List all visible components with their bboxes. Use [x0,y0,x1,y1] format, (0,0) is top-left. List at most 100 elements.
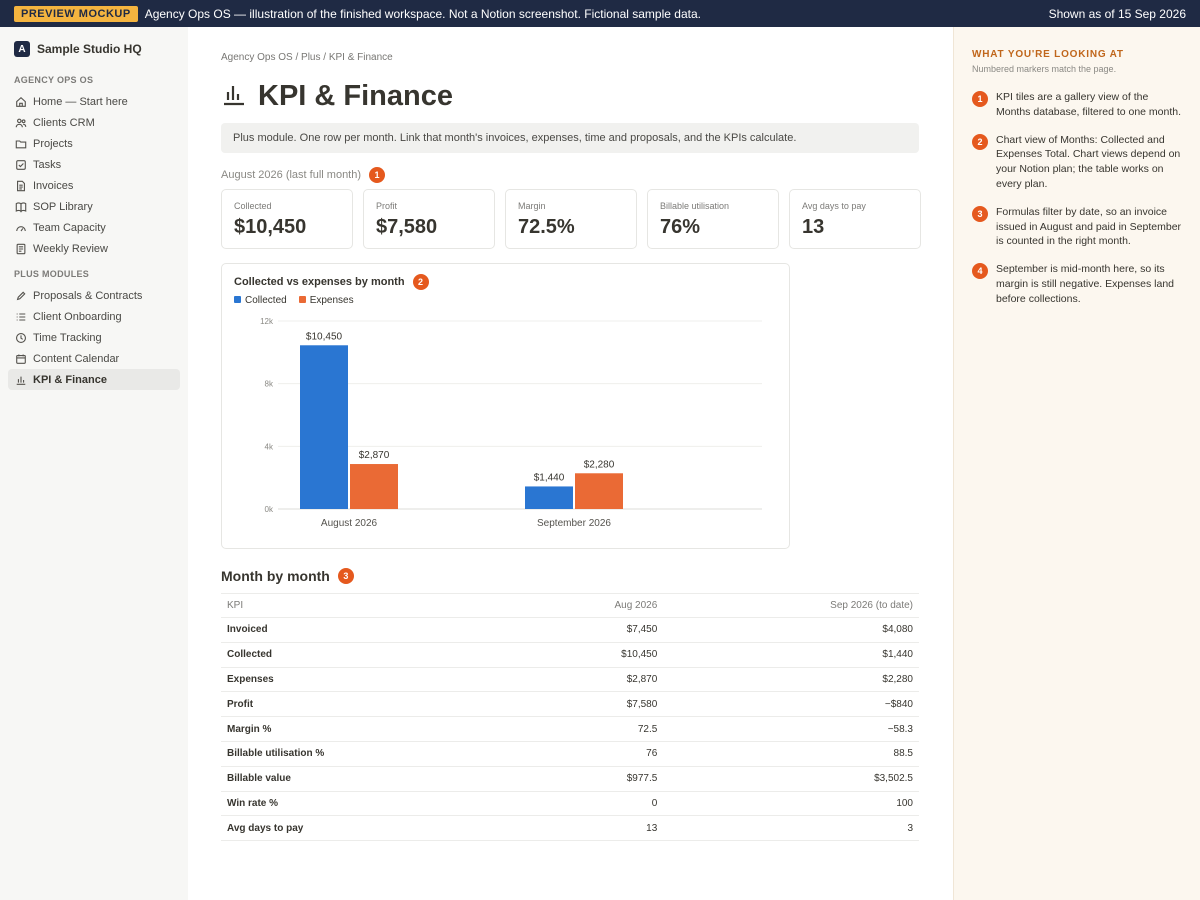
kpi-tile-label: Collected [234,201,272,211]
kpi-tile-value: 72.5% [518,216,575,238]
bar-chart: 0k 4k 8k 12k $10,450 $2,870 August 2026 $1,440 $… [260,317,762,529]
y-tick-label: 4k [265,442,274,451]
bar-expenses [575,473,623,509]
table-row[interactable]: Collected $10,450 $1,440 [221,642,919,668]
table-row[interactable]: Profit $7,580 −$840 [221,691,919,718]
table-row[interactable]: Expenses $2,870 $2,280 [221,667,919,693]
legend-swatch [298,296,306,303]
chart-title: Collected vs expenses by month [234,276,405,288]
page-title: KPI & Finance [258,80,453,112]
sidebar-item-proposals-contracts[interactable]: Proposals & Contracts [8,285,180,306]
sidebar-item-tasks[interactable]: Tasks [8,154,180,175]
explanation-panel: WHAT YOU'RE LOOKING AT Numbered markers … [953,27,1200,900]
table-row[interactable]: Invoiced $7,450 $4,080 [221,617,919,643]
aug-value-cell: 72.5 [515,716,664,742]
marker-badge: 1 [369,167,386,183]
sidebar-item-projects[interactable]: Projects [8,133,180,154]
table-row[interactable]: Win rate % 0 100 [221,791,919,817]
sidebar-item-team-capacity[interactable]: Team Capacity [8,217,180,238]
kpi-tile[interactable]: Collected $10,450 [221,189,353,249]
table-row[interactable]: Avg days to pay 13 3 [221,815,919,842]
notes-list: 1 KPI tiles are a gallery view of the Mon… [972,90,1182,307]
as-of-date: Shown as of 15 Sep 2026 [1048,6,1186,21]
legend-swatch [234,296,241,303]
kpi-tiles: Collected $10,450 Profit $7,580 Margin 72.5% B… [221,189,921,249]
aug-value-cell: $10,450 [515,642,664,668]
sidebar-item-label: Invoices [33,179,74,192]
sidebar-item-label: Home — Start here [33,95,128,108]
home-icon [14,95,27,108]
aug-value-cell: $7,580 [515,691,664,718]
kpi-tile[interactable]: Profit $7,580 [363,189,495,249]
kpi-name-cell: Billable value [221,766,516,792]
sep-value-cell: $3,502.5 [663,766,919,792]
marker-badge: 1 [972,91,988,107]
kpi-name-cell: Collected [221,642,516,668]
callout: Plus module. One row per month. Link tha… [221,123,919,153]
pen-icon [14,289,27,302]
sidebar: A Sample Studio HQ AGENCY OPS OS Home — … [0,27,188,900]
sidebar-item-home-start-here[interactable]: Home — Start here [8,91,180,112]
sidebar-item-clients-crm[interactable]: Clients CRM [8,112,180,133]
column-header[interactable]: Sep 2026 (to date) [663,593,919,618]
bar-value-label: $10,450 [306,331,343,342]
legend-item: Collected [234,295,287,306]
aug-value-cell: $7,450 [515,617,664,643]
preview-badge: PREVIEW MOCKUP [14,5,138,22]
column-header[interactable]: Aug 2026 [515,593,664,618]
sidebar-item-weekly-review[interactable]: Weekly Review [8,238,180,259]
marker-badge: 4 [972,263,988,280]
bar-chart-icon [221,81,247,112]
kpi-name-cell: Invoiced [221,617,516,643]
marker-badge: 2 [972,133,988,150]
panel-subtitle: Numbered markers match the page. [972,64,1117,74]
sidebar-item-sop-library[interactable]: SOP Library [8,196,180,217]
sep-value-cell: 88.5 [663,741,919,767]
workspace-switcher[interactable]: A Sample Studio HQ [0,41,188,57]
sep-value-cell: 100 [663,791,919,817]
kpi-name-cell: Expenses [221,667,516,693]
sidebar-item-label: Client Onboarding [33,310,122,323]
period-text: August 2026 (last full month) [221,169,362,181]
note-item: 3 Formulas filter by date, so an invoice … [972,205,1182,249]
kpi-table: KPI Aug 2026 Sep 2026 (to date) Invoiced… [221,593,919,842]
marker-badge: 3 [337,568,354,584]
table-row[interactable]: Billable value $977.5 $3,502.5 [221,766,919,792]
y-tick-label: 0k [265,505,274,514]
kpi-tile[interactable]: Avg days to pay 13 [789,189,921,249]
kpi-tile[interactable]: Billable utilisation 76% [647,189,779,249]
kpi-name-cell: Win rate % [221,791,516,817]
sep-value-cell: −58.3 [663,716,919,742]
marker-badge: 2 [412,274,429,290]
note-text: Formulas filter by date, so an invoice i… [996,205,1182,248]
sidebar-item-label: Team Capacity [33,221,106,234]
section-title: Month by month [221,568,330,584]
kpi-name-cell: Billable utilisation % [221,741,516,767]
checklist-icon [14,310,27,323]
period-label: August 2026 (last full month) 1 [221,167,386,183]
sidebar-item-time-tracking[interactable]: Time Tracking [8,327,180,348]
sidebar-item-content-calendar[interactable]: Content Calendar [8,348,180,369]
sidebar-item-kpi-finance[interactable]: KPI & Finance [8,369,180,390]
chart-legend: Collected Expenses [234,295,354,306]
sidebar-item-label: Content Calendar [33,352,120,365]
column-header[interactable]: KPI [221,593,516,618]
table-row[interactable]: Billable utilisation % 76 88.5 [221,741,919,767]
bar-collected [300,345,348,509]
sidebar-item-invoices[interactable]: Invoices [8,175,180,196]
sidebar-item-label: Time Tracking [33,331,102,344]
sidebar-item-client-onboarding[interactable]: Client Onboarding [8,306,180,327]
aug-value-cell: 0 [515,791,664,817]
sep-value-cell: $1,440 [663,642,919,668]
kpi-tile[interactable]: Margin 72.5% [505,189,637,249]
note-text: KPI tiles are a gallery view of the Mont… [996,91,1182,118]
workspace-name: Sample Studio HQ [37,42,142,56]
sidebar-item-label: Weekly Review [33,242,108,255]
kpi-name-cell: Profit [221,691,516,718]
kpi-tile-label: Avg days to pay [802,201,866,211]
breadcrumb[interactable]: Agency Ops OS / Plus / KPI & Finance [221,52,393,63]
bar-chart-icon [14,373,27,386]
sep-value-cell: −$840 [663,691,919,718]
table-row[interactable]: Margin % 72.5 −58.3 [221,716,919,742]
bar-value-label: $2,870 [359,450,390,461]
